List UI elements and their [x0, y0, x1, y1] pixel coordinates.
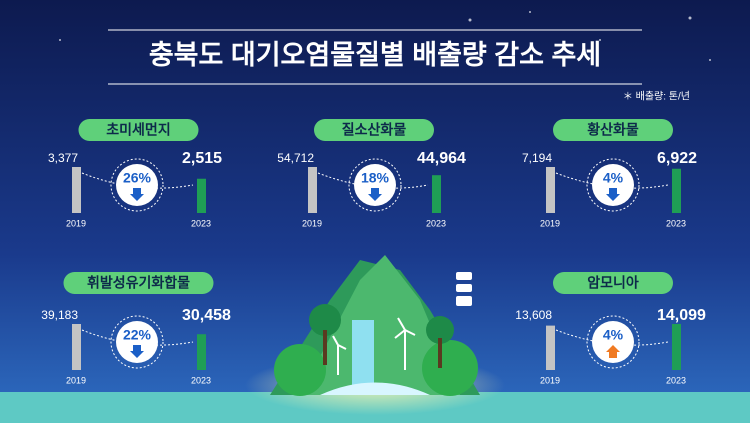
bar: [197, 334, 206, 370]
value-label: 30,458: [182, 307, 231, 324]
year-label: 2019: [540, 375, 560, 385]
change-badge: [592, 164, 634, 206]
value-label: 44,964: [417, 150, 466, 167]
change-badge: [116, 164, 158, 206]
unit-note: ＊ 배출량: 톤/년: [623, 91, 690, 103]
value-label: 13,608: [515, 308, 552, 322]
value-label: 3,377: [48, 151, 78, 165]
year-label: 2019: [66, 218, 86, 228]
connector: [555, 329, 669, 346]
bar: [672, 168, 681, 213]
panel-title: 암모니아: [587, 275, 639, 291]
panel-title: 황산화물: [587, 122, 639, 138]
change-label: 26%: [123, 170, 152, 186]
change-label: 22%: [123, 327, 152, 343]
change-ring: [586, 315, 640, 369]
year-label: 2023: [191, 375, 211, 385]
change-arrow: [606, 188, 620, 201]
bar: [72, 167, 81, 213]
panel-title-pill: [553, 119, 673, 141]
change-arrow: [368, 188, 382, 201]
change-ring: [348, 158, 402, 212]
bar: [546, 325, 555, 370]
stars: [59, 11, 711, 61]
panel-title: 휘발성유기화합물: [87, 275, 190, 291]
value-label: 2,515: [182, 150, 222, 167]
bar: [432, 175, 441, 213]
change-label: 4%: [603, 327, 624, 343]
change-arrow: [606, 345, 620, 358]
panel-title-pill: [63, 272, 214, 294]
year-label: 2019: [66, 375, 86, 385]
change-badge: [592, 321, 634, 363]
value-label: 54,712: [277, 151, 314, 165]
year-label: 2019: [540, 218, 560, 228]
value-label: 7,194: [522, 151, 552, 165]
connector: [555, 172, 669, 189]
bar: [72, 324, 81, 370]
illustration: [245, 255, 505, 415]
change-arrow: [130, 345, 144, 358]
bar: [197, 178, 206, 213]
bar: [672, 324, 681, 370]
value-label: 14,099: [657, 307, 706, 324]
change-arrow: [130, 188, 144, 201]
value-label: 39,183: [41, 308, 78, 322]
panel-title: 초미세먼지: [106, 122, 170, 138]
year-label: 2023: [666, 375, 686, 385]
bar: [546, 167, 555, 213]
year-label: 2023: [191, 218, 211, 228]
change-ring: [110, 158, 164, 212]
panel-title-pill: [78, 119, 199, 141]
change-badge: [116, 321, 158, 363]
panel-title: 질소산화물: [342, 122, 407, 138]
title: 충북도 대기오염물질별 배출량 감소 추세: [149, 40, 601, 70]
bar: [308, 167, 317, 213]
change-badge: [354, 164, 396, 206]
year-label: 2023: [666, 218, 686, 228]
change-ring: [586, 158, 640, 212]
year-label: 2019: [302, 218, 322, 228]
value-label: 6,922: [657, 150, 697, 167]
change-ring: [110, 315, 164, 369]
change-label: 18%: [361, 170, 390, 186]
change-label: 4%: [603, 170, 624, 186]
panel-title-pill: [314, 119, 434, 141]
year-label: 2023: [426, 218, 446, 228]
panel-title-pill: [553, 272, 673, 294]
